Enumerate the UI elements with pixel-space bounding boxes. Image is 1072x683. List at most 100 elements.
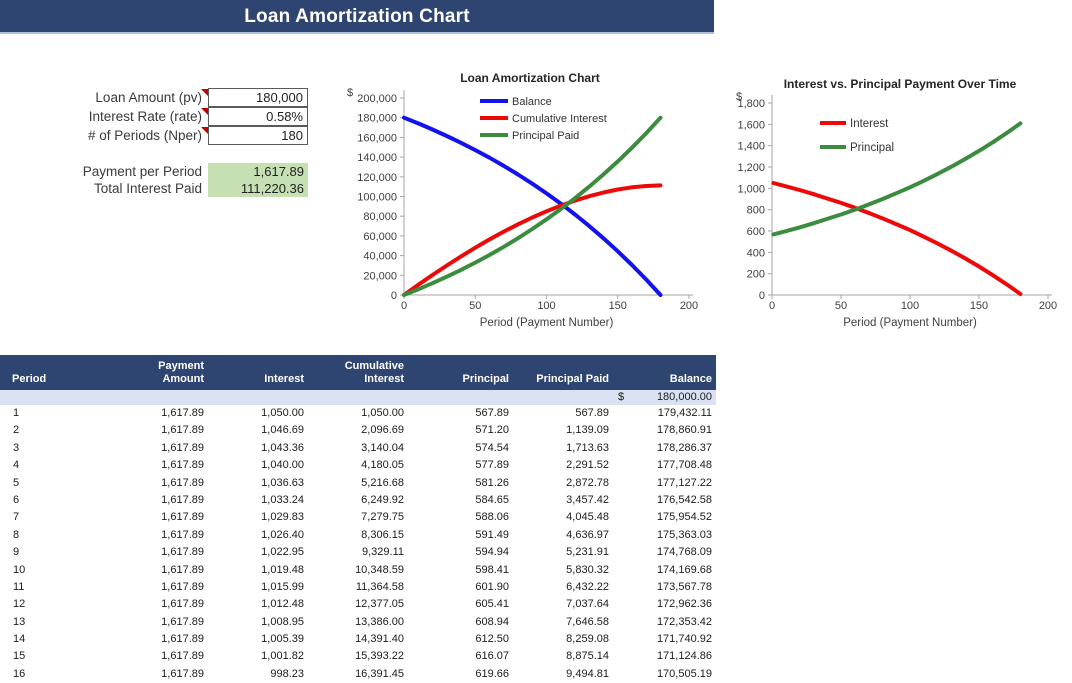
table-cell[interactable]: 1,617.89 bbox=[161, 650, 204, 663]
table-cell[interactable]: 178,286.37 bbox=[656, 441, 712, 454]
table-cell[interactable]: 6,249.92 bbox=[361, 493, 404, 506]
table-cell[interactable]: 10,348.59 bbox=[355, 563, 404, 576]
table-cell[interactable]: 177,127.22 bbox=[656, 476, 712, 489]
table-cell[interactable]: 1,617.89 bbox=[161, 407, 204, 419]
input-cell[interactable]: 180,000 bbox=[208, 87, 308, 107]
table-cell[interactable]: 1,617.89 bbox=[161, 441, 204, 454]
table-cell[interactable]: 1,046.69 bbox=[261, 424, 304, 437]
table-cell[interactable]: 179,432.11 bbox=[657, 407, 712, 419]
table-cell[interactable]: 5 bbox=[13, 476, 20, 489]
table-cell[interactable]: 171,124.86 bbox=[656, 650, 712, 663]
table-cell[interactable]: 11,364.58 bbox=[355, 580, 404, 593]
table-cell[interactable]: 175,954.52 bbox=[656, 511, 712, 524]
table-cell[interactable]: 1,617.89 bbox=[161, 598, 204, 611]
table-cell[interactable]: 6 bbox=[13, 493, 20, 506]
table-cell[interactable]: 1,040.00 bbox=[261, 459, 304, 472]
table-cell[interactable]: 594.94 bbox=[475, 546, 509, 559]
table-cell[interactable]: 4,180.05 bbox=[361, 459, 404, 472]
input-cell[interactable]: 180 bbox=[208, 125, 308, 145]
table-cell[interactable]: 8,306.15 bbox=[361, 528, 404, 541]
table-cell[interactable]: 2 bbox=[13, 424, 20, 437]
table-cell[interactable]: 11 bbox=[13, 580, 25, 593]
table-cell[interactable]: 1,022.95 bbox=[261, 546, 304, 559]
table-cell[interactable]: 3 bbox=[13, 441, 20, 454]
table-cell[interactable]: 1,617.89 bbox=[161, 511, 204, 524]
table-cell[interactable]: 2,291.52 bbox=[566, 459, 609, 472]
table-cell[interactable]: 7,279.75 bbox=[361, 511, 404, 524]
table-cell[interactable]: 616.07 bbox=[475, 650, 509, 663]
table-cell[interactable]: 4,045.48 bbox=[566, 511, 609, 524]
input-cell[interactable]: 0.58% bbox=[208, 106, 308, 126]
table-cell[interactable]: 14,391.40 bbox=[355, 633, 404, 646]
table-cell[interactable]: 567.89 bbox=[475, 407, 509, 419]
table-cell[interactable]: 577.89 bbox=[475, 459, 509, 472]
table-cell[interactable]: 5,830.32 bbox=[566, 563, 609, 576]
table-cell[interactable]: 7,646.58 bbox=[566, 615, 609, 628]
table-cell[interactable]: 1,617.89 bbox=[161, 615, 204, 628]
table-cell[interactable]: 14 bbox=[13, 633, 26, 646]
table-cell[interactable]: 2,096.69 bbox=[361, 424, 404, 437]
table-cell[interactable]: 13,386.00 bbox=[355, 615, 404, 628]
table-cell[interactable]: 1,617.89 bbox=[161, 528, 204, 541]
table-cell[interactable]: 1,008.95 bbox=[261, 615, 304, 628]
table-cell[interactable]: 605.41 bbox=[475, 598, 509, 611]
table-cell[interactable]: 1,036.63 bbox=[261, 476, 304, 489]
result-cell[interactable]: 1,617.89 bbox=[208, 163, 308, 180]
table-cell[interactable]: 16,391.45 bbox=[355, 667, 404, 680]
starting-balance-cell[interactable]: $180,000.00 bbox=[613, 390, 716, 405]
table-cell[interactable]: 15 bbox=[13, 650, 26, 663]
table-cell[interactable]: 1,617.89 bbox=[161, 459, 204, 472]
table-cell[interactable]: 13 bbox=[13, 615, 26, 628]
table-cell[interactable]: 12,377.05 bbox=[355, 598, 404, 611]
table-cell[interactable]: 7 bbox=[13, 511, 20, 524]
table-cell[interactable]: 1,617.89 bbox=[161, 493, 204, 506]
table-cell[interactable]: 1,617.89 bbox=[161, 476, 204, 489]
table-cell[interactable]: 1,617.89 bbox=[161, 667, 204, 680]
table-cell[interactable]: 581.26 bbox=[475, 476, 509, 489]
table-cell[interactable]: 4 bbox=[13, 459, 20, 472]
table-cell[interactable]: 3,457.42 bbox=[566, 493, 609, 506]
table-cell[interactable]: 7,037.64 bbox=[566, 598, 609, 611]
table-cell[interactable]: 998.23 bbox=[270, 667, 304, 680]
table-cell[interactable]: 174,169.68 bbox=[656, 563, 712, 576]
table-cell[interactable]: 172,353.42 bbox=[656, 615, 712, 628]
table-cell[interactable]: 567.89 bbox=[575, 407, 609, 419]
table-cell[interactable]: 9,329.11 bbox=[361, 546, 404, 559]
table-cell[interactable]: 9,494.81 bbox=[566, 667, 609, 680]
table-cell[interactable]: 12 bbox=[13, 598, 26, 611]
table-cell[interactable]: 8 bbox=[13, 528, 20, 541]
table-cell[interactable]: 1,026.40 bbox=[261, 528, 304, 541]
table-cell[interactable]: 6,432.22 bbox=[566, 580, 609, 593]
table-cell[interactable]: 1,012.48 bbox=[261, 598, 304, 611]
table-cell[interactable]: 3,140.04 bbox=[361, 441, 404, 454]
table-cell[interactable]: 171,740.92 bbox=[656, 633, 712, 646]
table-cell[interactable]: 588.06 bbox=[475, 511, 509, 524]
table-cell[interactable]: 1,043.36 bbox=[261, 441, 304, 454]
table-cell[interactable]: 10 bbox=[13, 563, 26, 576]
table-cell[interactable]: 1,050.00 bbox=[361, 407, 404, 419]
table-cell[interactable]: 2,872.78 bbox=[566, 476, 609, 489]
table-cell[interactable]: 574.54 bbox=[475, 441, 509, 454]
table-cell[interactable]: 1,617.89 bbox=[161, 546, 204, 559]
table-cell[interactable]: 1,617.89 bbox=[161, 633, 204, 646]
table-cell[interactable]: 177,708.48 bbox=[656, 459, 712, 472]
table-cell[interactable]: 1,015.99 bbox=[261, 580, 304, 593]
table-cell[interactable]: 176,542.58 bbox=[656, 493, 712, 506]
table-cell[interactable]: 174,768.09 bbox=[656, 546, 712, 559]
table-cell[interactable]: 612.50 bbox=[475, 633, 509, 646]
table-cell[interactable]: 16 bbox=[13, 667, 26, 680]
table-cell[interactable]: 173,567.78 bbox=[656, 580, 712, 593]
table-cell[interactable]: 608.94 bbox=[475, 615, 509, 628]
table-cell[interactable]: 1,617.89 bbox=[161, 563, 204, 576]
table-cell[interactable]: 1,001.82 bbox=[261, 650, 304, 663]
table-cell[interactable]: 1,713.63 bbox=[566, 441, 609, 454]
table-cell[interactable]: 584.65 bbox=[475, 493, 509, 506]
table-cell[interactable]: 1,050.00 bbox=[261, 407, 304, 419]
table-cell[interactable]: 8,259.08 bbox=[566, 633, 609, 646]
table-cell[interactable]: 571.20 bbox=[475, 424, 509, 437]
table-cell[interactable]: 601.90 bbox=[475, 580, 509, 593]
table-cell[interactable]: 178,860.91 bbox=[656, 424, 712, 437]
table-cell[interactable]: 598.41 bbox=[475, 563, 509, 576]
table-cell[interactable]: 1,033.24 bbox=[261, 493, 304, 506]
table-cell[interactable]: 1,005.39 bbox=[261, 633, 304, 646]
